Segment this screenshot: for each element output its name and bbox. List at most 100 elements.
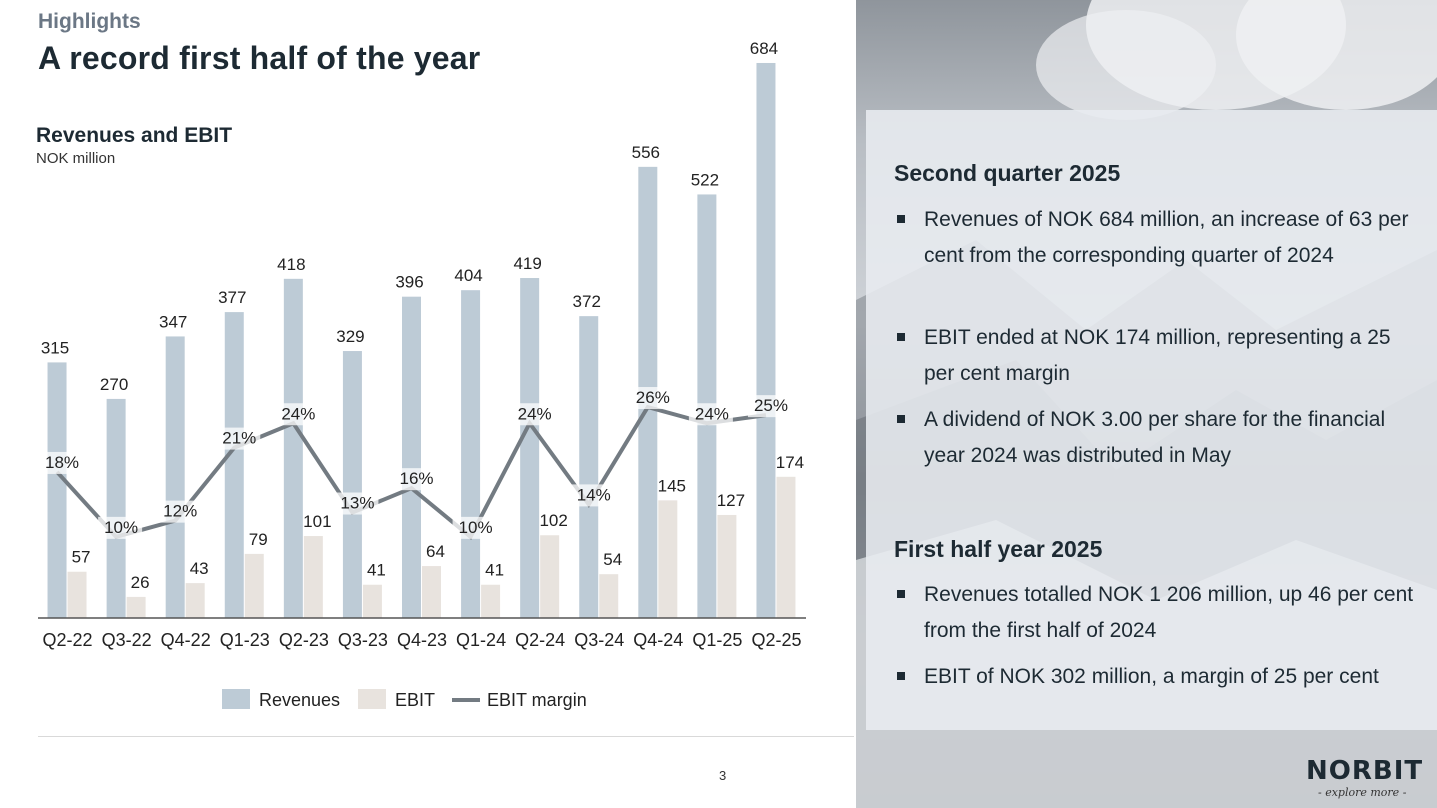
margin-label-bg — [275, 403, 320, 426]
h1-bullet-revenues: Revenues totalled NOK 1 206 million, up … — [924, 583, 1414, 642]
revenue-bar — [402, 296, 421, 618]
ebit-label: 145 — [658, 476, 686, 495]
legend-ebit-label: EBIT — [395, 690, 435, 710]
margin-label: 10% — [459, 518, 493, 537]
revenue-bar — [579, 316, 599, 618]
margin-label-bg — [393, 468, 438, 491]
norbit-logo: NORBIT — [1306, 756, 1424, 786]
revenue-label: 522 — [691, 170, 719, 189]
revenue-label: 377 — [218, 288, 246, 307]
margin-label: 10% — [104, 518, 138, 537]
bullet-icon — [897, 672, 905, 680]
logo-tagline: - explore more - — [1318, 786, 1407, 799]
x-tick-label: Q2-22 — [43, 630, 93, 650]
margin-label: 13% — [340, 494, 374, 513]
margin-label-bg — [216, 427, 261, 450]
revenue-label: 556 — [632, 143, 660, 162]
revenue-label: 396 — [395, 273, 423, 292]
margin-label: 12% — [163, 502, 197, 521]
revenue-label: 372 — [573, 292, 601, 311]
margin-label-bg — [688, 403, 733, 426]
margin-label: 14% — [577, 485, 611, 504]
margin-label: 25% — [754, 396, 788, 415]
x-tick-label: Q4-22 — [161, 630, 211, 650]
ebit-label: 41 — [367, 561, 386, 580]
revenue-bar — [165, 336, 185, 618]
revenue-label: 684 — [750, 39, 778, 58]
q2-bullet-ebit: EBIT ended at NOK 174 million, represent… — [924, 326, 1391, 385]
revenue-label: 329 — [336, 327, 364, 346]
revenue-bar — [461, 290, 481, 618]
margin-label-bg — [452, 516, 497, 539]
margin-label: 18% — [45, 453, 79, 472]
ebit-label: 64 — [426, 542, 445, 561]
margin-label: 24% — [518, 404, 552, 423]
ebit-bar — [67, 571, 87, 618]
bullet-icon — [897, 215, 905, 223]
revenue-label: 418 — [277, 255, 305, 274]
ebit-label: 101 — [303, 512, 331, 531]
legend-revenues-label: Revenues — [259, 690, 340, 710]
chart-unit: NOK million — [36, 150, 116, 167]
margin-label: 16% — [399, 469, 433, 488]
revenue-label: 315 — [41, 338, 69, 357]
revenues-ebit-chart: 315 57 Q2-22 270 26 Q3-22 347 43 Q4-22 377 79 Q1-23… — [38, 39, 806, 710]
x-tick-label: Q1-25 — [692, 630, 742, 650]
h1-bullet-ebit: EBIT of NOK 302 million, a margin of 25 … — [924, 665, 1379, 688]
x-tick-label: Q2-25 — [751, 630, 801, 650]
margin-label-bg — [157, 500, 202, 523]
bullet-icon — [897, 333, 905, 341]
margin-label-bg — [747, 395, 792, 418]
x-tick-label: Q2-23 — [279, 630, 329, 650]
legend-ebit-swatch — [358, 689, 386, 709]
ebit-bar — [362, 584, 382, 618]
ebit-label: 174 — [776, 453, 804, 472]
ebit-bar — [540, 535, 560, 618]
ebit-bar — [658, 500, 678, 618]
q2-bullet-revenues: Revenues of NOK 684 million, an increase… — [924, 208, 1409, 267]
ebit-bar — [599, 574, 619, 618]
revenue-bar — [342, 351, 362, 618]
revenue-bar — [47, 362, 67, 618]
revenue-bar — [224, 312, 244, 618]
ebit-label: 102 — [539, 511, 567, 530]
margin-label-bg — [629, 387, 674, 410]
revenue-bar — [756, 62, 776, 619]
ebit-label: 79 — [249, 530, 268, 549]
ebit-label: 26 — [131, 573, 150, 592]
ebit-label: 127 — [717, 491, 745, 510]
margin-label-bg — [334, 492, 379, 515]
x-tick-label: Q3-23 — [338, 630, 388, 650]
ebit-bar — [244, 553, 264, 618]
bullet-icon — [897, 590, 905, 598]
margin-label: 21% — [222, 429, 256, 448]
revenue-label: 347 — [159, 312, 187, 331]
ebit-label: 43 — [190, 559, 209, 578]
ebit-bar — [717, 514, 737, 618]
x-tick-label: Q1-24 — [456, 630, 506, 650]
ebit-label: 41 — [485, 561, 504, 580]
x-tick-label: Q2-24 — [515, 630, 565, 650]
x-tick-label: Q4-23 — [397, 630, 447, 650]
x-tick-label: Q1-23 — [220, 630, 270, 650]
ebit-bar — [185, 583, 205, 618]
x-tick-label: Q4-24 — [633, 630, 683, 650]
ebit-bar — [481, 584, 501, 618]
margin-label-bg — [39, 451, 84, 474]
margin-label: 24% — [695, 404, 729, 423]
page-title: A record first half of the year — [38, 40, 481, 76]
ebit-bar — [776, 476, 796, 618]
ebit-label: 57 — [72, 548, 91, 567]
section-eyebrow: Highlights — [38, 10, 141, 33]
legend-revenues-swatch — [222, 689, 250, 709]
revenue-label: 419 — [513, 254, 541, 273]
legend-margin-label: EBIT margin — [487, 690, 587, 710]
margin-label-bg — [570, 484, 615, 507]
footer-divider — [38, 736, 854, 737]
ebit-label: 54 — [603, 550, 622, 569]
revenue-label: 404 — [454, 266, 482, 285]
ebit-bar — [422, 566, 441, 618]
x-tick-label: Q3-24 — [574, 630, 624, 650]
margin-label-bg — [98, 516, 143, 539]
revenue-bar — [283, 278, 303, 618]
